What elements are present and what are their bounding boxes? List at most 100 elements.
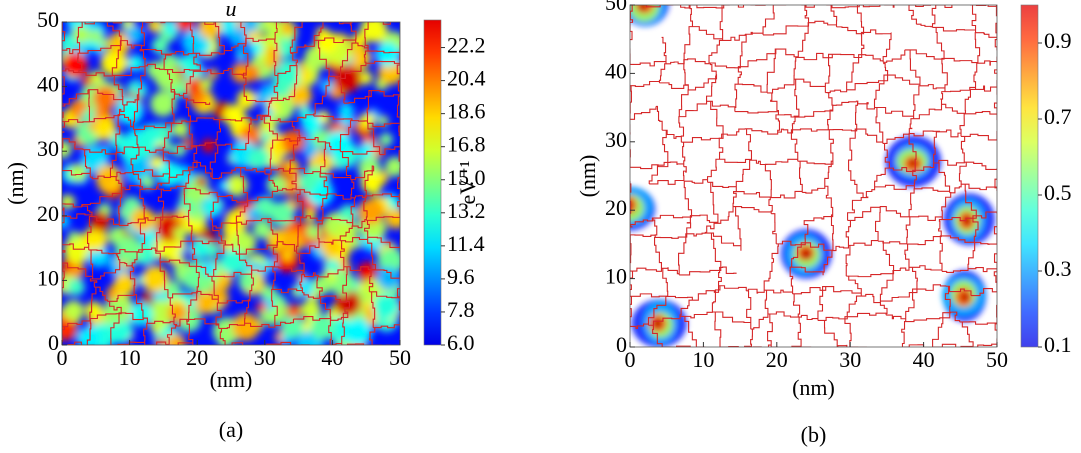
colorbar-tick-label: 13.2 — [447, 198, 486, 223]
field-blob — [377, 267, 400, 290]
field-blob — [801, 249, 812, 259]
x-tick-label: 0 — [57, 345, 68, 370]
field-blob — [118, 136, 144, 162]
field-blob — [269, 201, 295, 227]
field-blob — [164, 280, 181, 298]
x-tick-label: 40 — [913, 347, 935, 372]
field-blob — [140, 291, 154, 305]
plot-frame — [629, 4, 998, 348]
field-blob — [231, 62, 252, 84]
field-blob — [225, 173, 248, 197]
field-blob — [235, 49, 247, 60]
x-tick-label: 30 — [254, 345, 276, 370]
field-blob — [129, 302, 153, 326]
field-blob — [89, 70, 104, 84]
field-blob — [255, 302, 267, 313]
colorbar-tick-label: 0.7 — [1044, 104, 1072, 129]
field-blob — [248, 41, 263, 56]
field-blob — [358, 142, 380, 163]
colorbar-tick-label: 7.8 — [447, 297, 475, 322]
field-blob — [256, 22, 270, 32]
field-blob — [142, 265, 170, 293]
field-blob — [154, 65, 180, 91]
x-axis-label: (nm) — [210, 367, 253, 392]
field-blob — [284, 158, 300, 175]
field-blob — [241, 22, 261, 33]
field-blob — [62, 194, 75, 210]
field-blob — [163, 142, 174, 153]
field-blob — [127, 55, 145, 72]
field-blob — [81, 75, 92, 86]
field-blob — [373, 293, 400, 320]
field-blob — [140, 175, 155, 190]
field-blob — [62, 300, 85, 322]
y-axis-label: (nm) — [575, 155, 600, 198]
field-blob — [68, 231, 80, 243]
y-tick-label: 50 — [605, 0, 627, 15]
field-blob — [282, 250, 293, 261]
field-blob — [247, 146, 270, 170]
y-tick-label: 20 — [605, 195, 627, 220]
field-blob — [302, 144, 317, 159]
field-blob — [200, 78, 213, 91]
field-blob — [135, 79, 146, 91]
colorbar-tick-label: 18.6 — [447, 99, 486, 124]
field-blob — [375, 42, 400, 67]
field-blob — [300, 299, 322, 321]
field-blob — [62, 140, 72, 159]
field-blob — [252, 219, 273, 239]
colorbar — [1020, 4, 1039, 348]
colorbar-tick-label: 0.9 — [1044, 28, 1072, 53]
y-tick-label: 40 — [605, 58, 627, 83]
field-blob — [297, 69, 312, 83]
field-blob — [69, 163, 88, 182]
field-blob — [238, 271, 258, 291]
field-blob — [299, 104, 310, 116]
field-blob — [908, 158, 918, 167]
field-blob — [229, 28, 248, 48]
field-blob — [186, 77, 204, 95]
x-tick-label: 20 — [186, 345, 208, 370]
field-blob — [85, 301, 103, 319]
field-blob — [62, 33, 76, 51]
field-blob — [173, 227, 187, 241]
field-blob — [89, 29, 103, 44]
field-blob — [218, 180, 229, 192]
field-blob — [92, 85, 118, 111]
field-blob — [113, 273, 136, 296]
field-blob — [377, 247, 400, 275]
x-axis-label: (nm) — [792, 375, 835, 400]
x-tick-label: 20 — [766, 347, 788, 372]
y-tick-label: 40 — [37, 72, 59, 97]
field-blob — [167, 303, 188, 323]
field-blob — [360, 171, 383, 194]
grain-boundaries — [62, 22, 400, 345]
field-blob — [156, 236, 180, 260]
field-blob — [334, 289, 361, 317]
x-tick-label: 50 — [986, 347, 1008, 372]
field-blob — [76, 326, 100, 345]
y-tick-label: 30 — [37, 136, 59, 161]
chart-title: u — [226, 0, 237, 21]
field-blob — [232, 312, 260, 341]
field-blob — [961, 292, 969, 302]
colorbar-tick-label: 0.3 — [1044, 256, 1072, 281]
field-blob — [196, 176, 207, 188]
field-blob — [333, 65, 362, 93]
colorbar-tick-label: 0.5 — [1044, 180, 1072, 205]
field-blob — [216, 291, 229, 305]
colorbar-tick-label: 9.6 — [447, 264, 475, 289]
field-blob — [164, 22, 179, 35]
field-blob — [385, 208, 400, 229]
field-blob — [103, 299, 128, 325]
field-blob — [286, 304, 301, 319]
field-blob — [266, 46, 281, 61]
field-blob — [150, 90, 176, 117]
field-blob — [344, 318, 373, 345]
field-blob — [630, 196, 637, 214]
heatmap-field — [630, 5, 997, 347]
field-blob — [175, 22, 195, 32]
field-blob — [62, 52, 88, 78]
field-blob — [302, 114, 322, 134]
field-blob — [358, 70, 373, 85]
